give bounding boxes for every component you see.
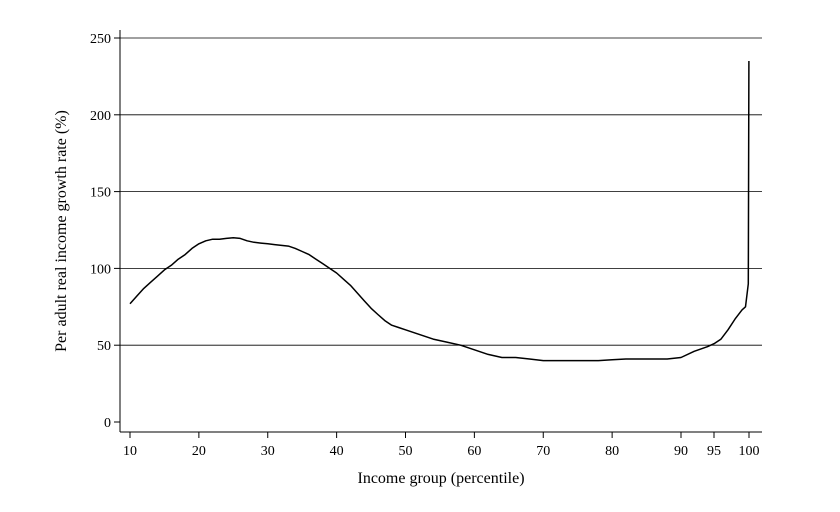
- y-ticks: 0 50 100 150 200 250: [90, 32, 120, 431]
- x-tick-label-100: 100: [739, 444, 760, 459]
- y-axis-title: Per adult real income growth rate (%): [53, 110, 70, 352]
- y-tick-label-0: 0: [104, 416, 111, 431]
- x-axis-title: Income group (percentile): [357, 470, 524, 487]
- y-tick-label-50: 50: [97, 339, 111, 354]
- y-tick-label-250: 250: [90, 32, 111, 47]
- x-ticks: 10 20 30 40 50 60 70 80 90 95 100: [123, 432, 760, 459]
- x-tick-label-20: 20: [192, 444, 206, 459]
- x-tick-label-60: 60: [467, 444, 481, 459]
- x-tick-label-40: 40: [330, 444, 344, 459]
- x-tick-label-10: 10: [123, 444, 137, 459]
- x-tick-label-95: 95: [707, 444, 721, 459]
- y-tick-label-200: 200: [90, 109, 111, 124]
- series-line: [129, 60, 750, 362]
- y-tick-label-150: 150: [90, 186, 111, 201]
- y-tick-label-100: 100: [90, 262, 111, 277]
- x-tick-label-50: 50: [399, 444, 413, 459]
- x-tick-label-30: 30: [261, 444, 275, 459]
- x-tick-label-80: 80: [605, 444, 619, 459]
- x-tick-label-90: 90: [674, 444, 688, 459]
- gridlines: [120, 37, 762, 346]
- x-tick-label-70: 70: [536, 444, 550, 459]
